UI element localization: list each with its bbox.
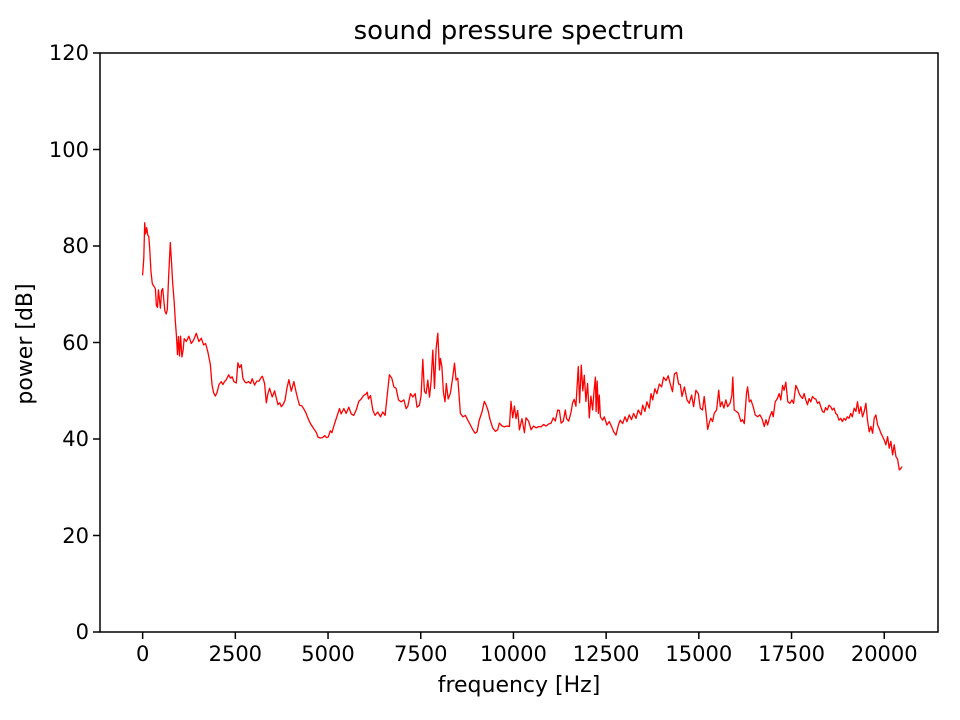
- x-tick-label: 0: [135, 642, 150, 666]
- y-tick-label: 120: [48, 41, 89, 65]
- spectrum-line: [141, 222, 903, 471]
- y-tick-label: 60: [62, 330, 89, 355]
- y-tick-label: 40: [62, 427, 89, 451]
- y-tick-label: 0: [75, 620, 89, 644]
- x-tick-label: 15000: [665, 642, 733, 666]
- x-tick-label: 7500: [394, 642, 448, 666]
- y-tick-label: 80: [62, 234, 89, 258]
- y-tick-label: 100: [48, 137, 89, 162]
- x-axis-label: frequency [Hz]: [437, 673, 601, 698]
- plot-border: [99, 52, 939, 633]
- y-tick-label: 20: [62, 523, 89, 548]
- x-tick-label: 5000: [301, 642, 355, 666]
- x-tick-label: 12500: [572, 642, 640, 666]
- x-tick-label: 2500: [208, 642, 263, 666]
- x-tick-label: 10000: [480, 642, 547, 666]
- x-tick-label: 20000: [850, 642, 918, 666]
- chart-title: sound pressure spectrum: [353, 16, 685, 46]
- x-tick-label: 17500: [758, 642, 825, 666]
